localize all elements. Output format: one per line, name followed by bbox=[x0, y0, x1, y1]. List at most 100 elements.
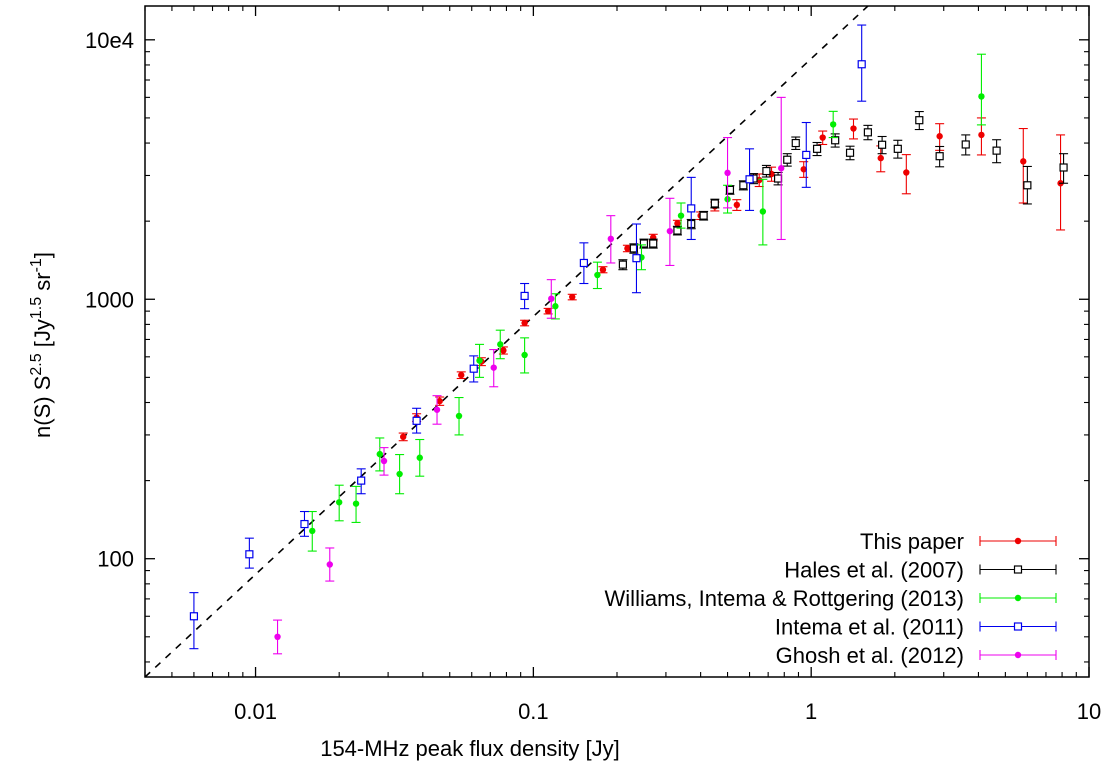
data-point bbox=[831, 136, 840, 145]
data-point bbox=[850, 125, 857, 132]
data-point bbox=[521, 319, 528, 327]
data-point bbox=[520, 291, 529, 301]
data-point bbox=[579, 258, 588, 268]
data-point bbox=[335, 499, 343, 506]
y-tick-label: 10e4 bbox=[85, 28, 134, 53]
data-point bbox=[893, 144, 902, 153]
series-4 bbox=[273, 96, 786, 655]
data-point bbox=[762, 166, 771, 176]
x-tick-label: 10 bbox=[1077, 699, 1101, 724]
data-point bbox=[469, 364, 478, 373]
data-point bbox=[725, 185, 735, 194]
data-point bbox=[819, 134, 826, 141]
legend-marker bbox=[1013, 565, 1023, 574]
series-1 bbox=[618, 111, 1069, 271]
series-2 bbox=[307, 53, 986, 552]
data-point bbox=[739, 181, 748, 190]
data-point bbox=[666, 227, 674, 235]
data-point bbox=[376, 450, 383, 458]
y-tick-label: 100 bbox=[97, 547, 134, 572]
data-point bbox=[756, 176, 763, 184]
data-point bbox=[845, 148, 855, 157]
data-point bbox=[455, 412, 463, 420]
data-point bbox=[490, 364, 497, 371]
y-tick-label: 1000 bbox=[85, 287, 134, 312]
series-3 bbox=[189, 24, 867, 650]
data-point bbox=[594, 271, 601, 279]
data-point bbox=[544, 307, 552, 315]
data-point bbox=[978, 93, 985, 100]
data-point bbox=[1023, 181, 1032, 190]
data-point bbox=[352, 500, 360, 507]
x-tick-label: 1 bbox=[805, 699, 817, 724]
data-point bbox=[829, 121, 837, 128]
data-point bbox=[629, 244, 638, 253]
data-point bbox=[618, 260, 627, 269]
data-point bbox=[400, 433, 407, 441]
data-point bbox=[935, 152, 944, 161]
data-point bbox=[476, 357, 483, 364]
data-point bbox=[778, 165, 785, 172]
data-point bbox=[857, 60, 866, 69]
legend-label: Williams, Intema & Rottgering (2013) bbox=[605, 586, 964, 611]
data-point bbox=[552, 303, 559, 310]
data-point bbox=[745, 175, 754, 184]
legend-marker bbox=[1014, 594, 1022, 602]
data-point bbox=[624, 245, 631, 252]
data-point bbox=[607, 235, 615, 243]
legend-label: This paper bbox=[860, 529, 964, 554]
x-axis-title: 154-MHz peak flux density [Jy] bbox=[320, 736, 620, 761]
data-point bbox=[724, 169, 731, 177]
legend-marker bbox=[1014, 651, 1022, 659]
axis-tick-labels: 0.01 0.1 1 10 100 1000 10e4 bbox=[85, 28, 1101, 724]
x-tick-label: 0.1 bbox=[518, 699, 549, 724]
data-point bbox=[380, 457, 388, 465]
data-point bbox=[699, 211, 708, 220]
data-point bbox=[673, 226, 682, 235]
data-point bbox=[1059, 163, 1068, 172]
data-point bbox=[863, 128, 872, 137]
data-point bbox=[802, 150, 811, 160]
data-point bbox=[189, 612, 199, 621]
legend-label: Ghosh et al. (2012) bbox=[776, 643, 964, 668]
data-point bbox=[599, 266, 607, 273]
data-point bbox=[300, 519, 309, 529]
data-point bbox=[396, 470, 403, 478]
data-point bbox=[433, 406, 441, 413]
data-point bbox=[357, 476, 366, 485]
data-point bbox=[878, 140, 887, 149]
reference-dashed-line bbox=[145, 6, 869, 677]
data-point bbox=[903, 169, 910, 176]
data-point bbox=[245, 550, 254, 559]
data-point bbox=[812, 144, 822, 153]
data-point bbox=[877, 154, 884, 162]
data-point bbox=[674, 220, 681, 227]
data-point bbox=[791, 138, 800, 148]
data-point bbox=[649, 239, 658, 248]
data-point bbox=[759, 208, 767, 215]
data-point bbox=[978, 131, 985, 139]
data-point bbox=[773, 174, 783, 183]
data-point bbox=[326, 561, 333, 568]
x-tick-label: 0.01 bbox=[234, 699, 277, 724]
series-0 bbox=[398, 117, 1066, 442]
data-point bbox=[915, 116, 924, 125]
data-point bbox=[639, 239, 649, 248]
axis-ticks bbox=[144, 6, 1090, 677]
data-point bbox=[436, 397, 443, 405]
data-point bbox=[458, 371, 465, 379]
data-point bbox=[500, 347, 507, 354]
data-point bbox=[548, 295, 555, 302]
legend-marker bbox=[1013, 622, 1023, 631]
data-point bbox=[1020, 158, 1027, 165]
data-point bbox=[961, 140, 970, 149]
legend-label: Intema et al. (2011) bbox=[775, 615, 964, 640]
data-point bbox=[710, 199, 719, 208]
data-point bbox=[687, 204, 696, 213]
data-point bbox=[521, 351, 528, 359]
legend-label: Hales et al. (2007) bbox=[784, 558, 964, 583]
data-point bbox=[936, 133, 943, 140]
data-point bbox=[632, 254, 641, 263]
legend-marker bbox=[1014, 537, 1022, 545]
